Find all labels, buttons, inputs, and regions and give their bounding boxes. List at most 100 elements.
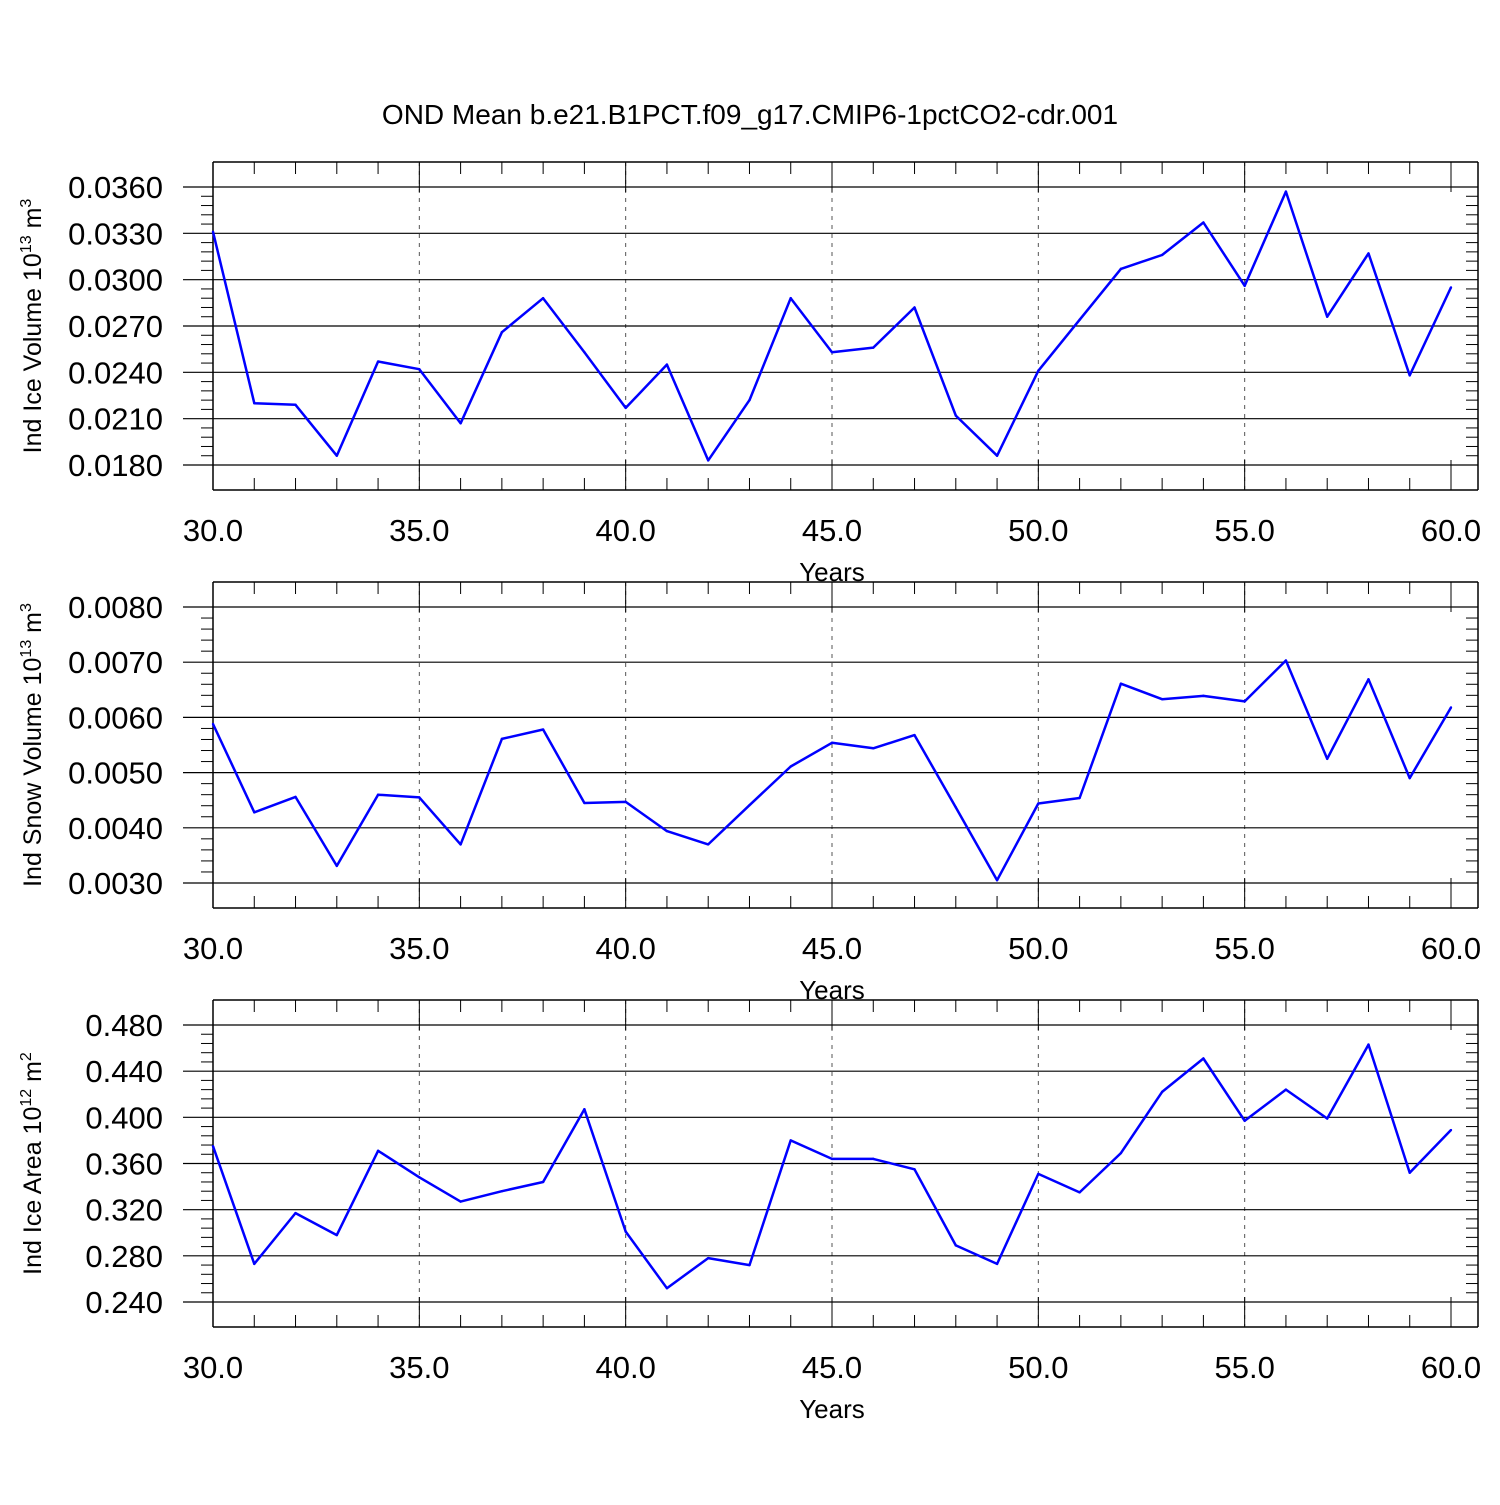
x-tick-label: 45.0: [802, 1350, 862, 1385]
x-tick-label: 40.0: [595, 513, 655, 548]
data-point: [1367, 252, 1370, 255]
data-point: [954, 1244, 957, 1247]
data-point: [253, 811, 256, 814]
y-tick-label: 0.240: [85, 1285, 163, 1320]
data-point: [294, 403, 297, 406]
data-point: [1243, 700, 1246, 703]
x-tick-label: 30.0: [183, 931, 243, 966]
data-point: [665, 829, 669, 833]
y-tick-label: 0.400: [85, 1100, 163, 1135]
data-point: [1408, 776, 1411, 780]
data-point: [913, 306, 916, 309]
y-tick-label: 0.480: [85, 1008, 163, 1043]
y-tick-label: 0.280: [85, 1239, 163, 1274]
data-point: [830, 741, 834, 744]
chart-panel-1: 0.0180 0.0210 0.0240 0.0270 0.0300 0.0330 0.03…: [18, 161, 1481, 587]
data-point: [1284, 190, 1288, 193]
data-point: [335, 1233, 338, 1237]
data-point: [872, 1157, 875, 1161]
data-point: [830, 351, 834, 354]
y-tick-label: 0.0060: [68, 700, 163, 735]
data-point: [913, 733, 916, 737]
data-point: [418, 796, 421, 799]
figure-title: OND Mean b.e21.B1PCT.f09_g17.CMIP6-1pctC…: [381, 99, 1119, 130]
data-point: [789, 297, 792, 300]
x-tick-label: 50.0: [1008, 1350, 1068, 1385]
x-tick-label: 60.0: [1421, 931, 1481, 966]
data-point: [665, 1286, 669, 1290]
x-tick-label: 60.0: [1421, 1350, 1481, 1385]
data-point: [294, 1211, 297, 1215]
y-axis-label: Ind Ice Area 1012 m2: [18, 1052, 47, 1275]
data-point: [707, 843, 710, 846]
x-tick-label: 60.0: [1421, 513, 1481, 548]
data-point: [665, 363, 669, 366]
x-tick-label: 45.0: [802, 513, 862, 548]
data-point: [1037, 802, 1040, 805]
y-tick-label: 0.0300: [68, 263, 163, 298]
data-point: [830, 1157, 834, 1161]
data-point: [418, 1176, 421, 1179]
data-point: [1119, 267, 1123, 271]
y-tick-label: 0.0080: [68, 590, 163, 625]
data-point: [1284, 659, 1288, 662]
data-point: [500, 737, 504, 741]
x-tick-label: 45.0: [802, 931, 862, 966]
y-tick-label: 0.360: [85, 1147, 163, 1182]
x-tick-label: 40.0: [595, 1350, 655, 1385]
data-point: [1284, 1088, 1288, 1091]
y-axis-label: Ind Snow Volume 1013 m3: [18, 603, 47, 887]
data-point: [872, 346, 875, 349]
y-tick-label: 0.0210: [68, 402, 163, 437]
data-point: [789, 1139, 792, 1142]
y-tick-label: 0.0050: [68, 756, 163, 791]
y-tick-label: 0.0240: [68, 355, 163, 390]
data-point: [459, 1200, 462, 1203]
data-point: [541, 297, 545, 300]
data-point: [253, 402, 256, 405]
x-tick-label: 55.0: [1214, 513, 1274, 548]
data-point: [707, 459, 710, 462]
data-point: [1449, 1128, 1453, 1132]
data-point: [459, 422, 462, 425]
data-point: [294, 795, 297, 799]
data-point: [954, 414, 957, 417]
x-tick-label: 35.0: [389, 513, 449, 548]
data-point: [335, 864, 338, 868]
data-point: [541, 1180, 545, 1184]
data-point: [459, 843, 462, 846]
chart-panel-3: 0.240 0.280 0.320 0.360 0.400 0.440 0.480 30.0 3…: [18, 999, 1481, 1424]
data-point: [1408, 1171, 1411, 1174]
data-point: [1037, 1172, 1040, 1176]
data-point: [1367, 1043, 1370, 1046]
data-point: [1367, 678, 1370, 681]
x-tick-label: 35.0: [389, 931, 449, 966]
x-tick-label: 50.0: [1008, 513, 1068, 548]
y-tick-label: 0.0070: [68, 645, 163, 680]
data-point: [1160, 253, 1164, 257]
y-tick-label: 0.0180: [68, 448, 163, 483]
data-point: [1326, 1117, 1329, 1120]
y-tick-label: 0.440: [85, 1054, 163, 1089]
data-point: [211, 230, 215, 233]
data-point: [583, 351, 586, 354]
data-point: [1202, 1057, 1205, 1060]
data-point: [1160, 1090, 1164, 1094]
chart-panel-2: 0.0030 0.0040 0.0050 0.0060 0.0070 0.0080 30.0…: [18, 581, 1481, 1005]
data-point: [1243, 1119, 1246, 1122]
y-tick-label: 0.0330: [68, 216, 163, 251]
x-tick-label: 30.0: [183, 1350, 243, 1385]
x-tick-label: 55.0: [1214, 931, 1274, 966]
data-point: [583, 801, 586, 805]
data-point: [211, 1144, 215, 1148]
data-point: [500, 330, 504, 334]
data-point: [541, 728, 545, 731]
data-point: [1078, 796, 1081, 800]
data-point: [211, 722, 215, 726]
data-point: [376, 1149, 380, 1153]
data-point: [624, 406, 627, 410]
y-tick-label: 0.0040: [68, 811, 163, 846]
data-point: [1326, 757, 1329, 760]
x-tick-label: 50.0: [1008, 931, 1068, 966]
